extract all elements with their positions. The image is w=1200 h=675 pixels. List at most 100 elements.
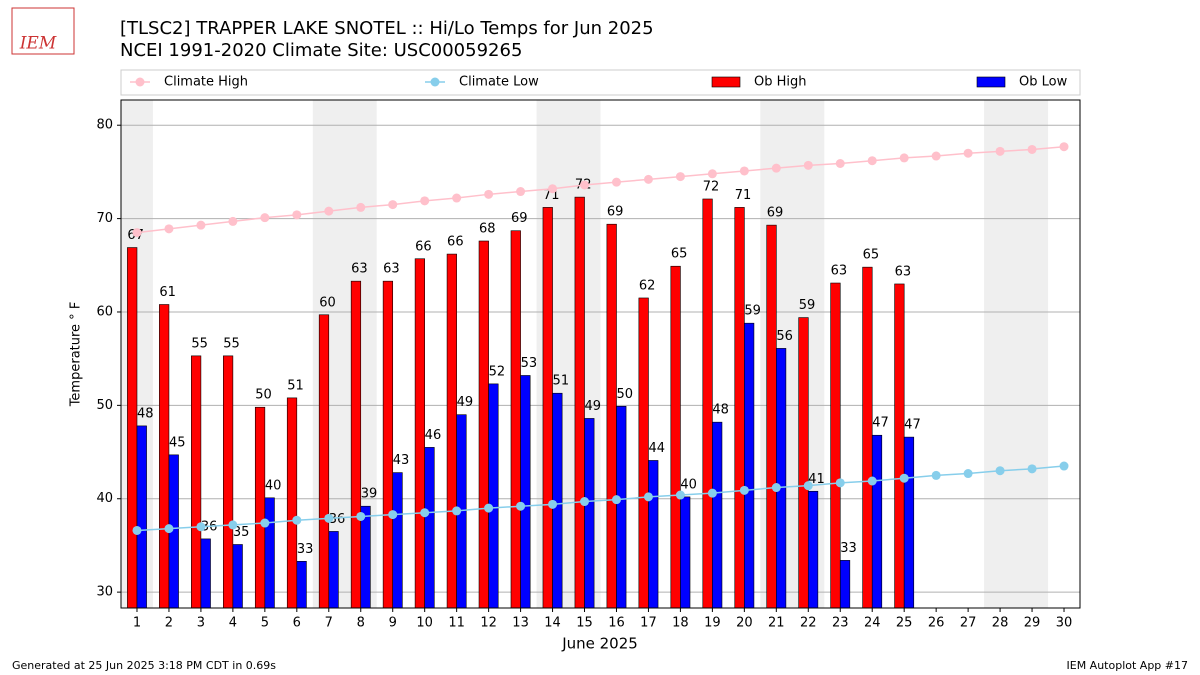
point	[803, 160, 813, 170]
bar	[520, 375, 531, 609]
value-label: 60	[319, 295, 336, 310]
point	[164, 224, 174, 234]
point	[228, 520, 238, 530]
point	[132, 228, 142, 238]
point	[643, 174, 653, 184]
value-label: 33	[840, 541, 857, 556]
point	[292, 210, 302, 220]
x-axis-label: June 2025	[561, 635, 638, 653]
bar	[648, 460, 659, 609]
point	[835, 159, 845, 168]
x-tick-label: 8	[357, 616, 365, 631]
chart-title: [TLSC2] TRAPPER LAKE SNOTEL :: Hi/Lo Tem…	[120, 18, 654, 39]
point	[1027, 144, 1037, 154]
bar	[264, 497, 275, 609]
point	[420, 508, 430, 518]
bar	[191, 355, 202, 609]
point	[931, 151, 941, 161]
bar	[871, 434, 883, 609]
bar	[616, 405, 627, 609]
point	[164, 524, 174, 534]
bar	[360, 505, 371, 609]
bar	[542, 207, 553, 609]
value-label: 35	[233, 525, 250, 540]
y-tick-label: 30	[96, 585, 113, 600]
point	[356, 202, 366, 212]
value-label: 65	[671, 247, 688, 262]
x-tick-label: 10	[416, 616, 433, 631]
legend-swatch	[976, 76, 1006, 88]
value-label: 55	[191, 336, 208, 351]
point	[963, 148, 973, 158]
bar	[392, 472, 403, 609]
bar	[127, 247, 138, 609]
value-label: 53	[521, 356, 538, 371]
bar	[734, 207, 745, 609]
x-tick-label: 24	[864, 616, 881, 631]
point	[1059, 461, 1069, 471]
bar	[766, 224, 777, 609]
bar	[286, 397, 298, 609]
value-label: 47	[904, 418, 921, 433]
x-tick-label: 12	[480, 616, 497, 631]
y-tick-label: 70	[96, 211, 113, 226]
bar	[232, 544, 243, 609]
point	[548, 499, 558, 509]
logo-box	[11, 7, 75, 55]
point	[356, 511, 366, 521]
x-tick-label: 20	[736, 616, 753, 631]
x-tick-label: 9	[389, 616, 397, 631]
point	[771, 163, 781, 173]
value-label: 41	[808, 472, 825, 487]
bar	[638, 297, 649, 609]
value-label: 71	[735, 188, 752, 203]
value-label: 59	[799, 298, 816, 313]
bar	[350, 280, 362, 609]
value-label: 47	[872, 416, 889, 431]
value-label: 69	[607, 205, 624, 220]
legend-label: Climate High	[164, 75, 248, 90]
x-tick-label: 17	[640, 616, 657, 631]
value-label: 49	[585, 399, 602, 414]
value-label: 48	[712, 403, 729, 418]
x-tick-label: 21	[768, 616, 785, 631]
legend-swatch	[711, 76, 741, 88]
point	[580, 180, 590, 190]
weekend-shade	[984, 100, 1049, 608]
point	[643, 492, 653, 502]
legend-label: Climate Low	[459, 75, 539, 90]
point	[548, 184, 558, 194]
footer-left: Generated at 25 Jun 2025 3:18 PM CDT in …	[12, 659, 276, 672]
value-label: 68	[479, 222, 496, 237]
bar	[830, 282, 841, 609]
bar	[382, 280, 394, 609]
point	[867, 476, 877, 486]
x-tick-label: 2	[165, 616, 173, 631]
x-tick-label: 7	[325, 616, 333, 631]
bar	[424, 447, 435, 609]
value-label: 45	[169, 435, 186, 450]
bar	[136, 425, 147, 609]
bar	[222, 355, 234, 609]
point	[739, 166, 749, 176]
legend-label: Ob Low	[1019, 75, 1068, 90]
value-label: 59	[744, 304, 761, 319]
x-tick-label: 14	[544, 616, 561, 631]
value-label: 46	[425, 428, 442, 443]
point	[1059, 142, 1069, 152]
bar	[776, 348, 787, 609]
value-label: 52	[489, 364, 506, 379]
point	[611, 495, 621, 505]
point	[516, 501, 526, 511]
legend-box	[120, 69, 1081, 96]
bar	[318, 314, 330, 609]
bar	[200, 538, 211, 609]
bar	[328, 531, 339, 609]
x-tick-label: 15	[576, 616, 593, 631]
value-label: 33	[297, 542, 314, 557]
bar	[712, 421, 723, 609]
point	[484, 503, 494, 513]
x-tick-label: 30	[1056, 616, 1073, 631]
value-label: 61	[159, 285, 176, 300]
